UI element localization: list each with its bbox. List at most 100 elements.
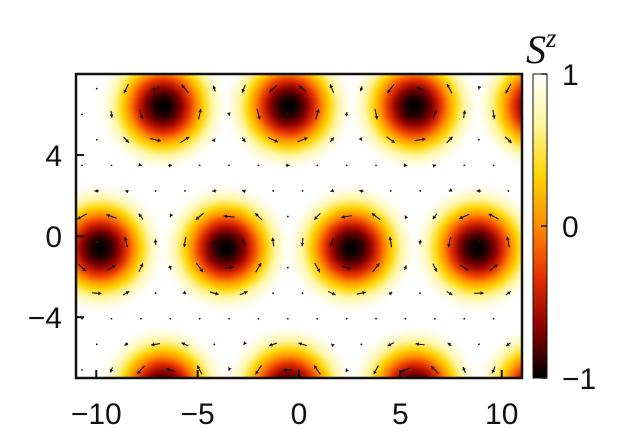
spin-arrow — [387, 342, 395, 347]
spin-arrow — [297, 137, 308, 143]
spin-arrow — [125, 190, 129, 194]
spin-arrow — [345, 368, 350, 373]
spin-arrow — [477, 85, 482, 90]
spin-arrow — [196, 365, 203, 375]
spin-arrow — [446, 290, 453, 296]
spin-arrow — [241, 237, 246, 247]
spin-arrow — [345, 317, 348, 320]
spin-arrow — [448, 188, 453, 192]
spin-arrow — [387, 83, 395, 94]
spin-arrow — [180, 136, 190, 144]
spin-arrow — [415, 86, 425, 91]
spin-arrow — [300, 238, 305, 247]
spin-arrow — [150, 138, 162, 143]
spin-arrow — [123, 136, 130, 144]
spin-arrow — [257, 164, 260, 167]
colorbar-tick-label: 1 — [562, 59, 579, 92]
spin-arrow — [77, 263, 87, 272]
spin-arrow — [345, 164, 348, 167]
spin-arrow — [462, 366, 466, 374]
spin-arrow — [447, 236, 452, 248]
spin-arrow — [432, 109, 438, 119]
spin-arrow — [505, 83, 512, 94]
spin-arrow — [242, 341, 247, 346]
spin-arrow — [330, 343, 335, 348]
spin-arrow — [360, 343, 363, 346]
spin-arrow — [168, 163, 173, 168]
spin-arrow — [228, 317, 230, 320]
spin-arrow — [301, 292, 304, 295]
colorbar: Sz 1 0 −1 — [526, 23, 596, 396]
spin-arrow — [505, 291, 512, 296]
spin-arrow — [123, 83, 129, 94]
spin-arrow — [151, 86, 160, 91]
spin-arrow — [182, 290, 187, 295]
spin-arrow — [110, 164, 113, 167]
spin-arrow — [106, 213, 117, 219]
colorbar-tick-label: 0 — [562, 211, 579, 244]
spin-arrow — [329, 237, 334, 247]
spin-arrow — [154, 292, 157, 295]
spin-arrow — [269, 84, 278, 93]
spin-arrow — [507, 190, 510, 192]
spin-arrow — [415, 342, 425, 347]
spin-arrow — [167, 112, 173, 117]
spin-arrow — [356, 291, 366, 295]
spin-arrow — [138, 162, 142, 167]
spin-arrow — [95, 138, 98, 141]
spin-arrow — [388, 236, 393, 248]
spin-arrow — [81, 317, 83, 320]
spin-arrow — [375, 164, 377, 167]
spin-arrow — [286, 266, 289, 269]
spin-arrow — [109, 367, 114, 373]
x-tick-label: 10 — [485, 398, 518, 431]
spin-arrow — [488, 213, 499, 220]
spin-arrow — [138, 109, 144, 120]
spin-arrow — [227, 367, 232, 371]
spin-arrow — [285, 112, 290, 116]
spin-arrow — [359, 189, 364, 193]
spin-arrow — [241, 137, 246, 143]
spin-arrow — [212, 85, 217, 92]
spin-arrow — [419, 292, 422, 295]
spin-arrow — [414, 137, 426, 142]
spin-arrow — [403, 265, 407, 271]
y-tick-label: 0 — [45, 221, 62, 254]
spin-arrow — [403, 111, 408, 117]
spin-arrow — [341, 214, 353, 219]
spin-arrow — [169, 213, 174, 218]
x-tick-label: −5 — [181, 398, 215, 431]
spin-arrow — [463, 317, 466, 320]
spin-arrow — [109, 110, 114, 118]
spin-arrow — [446, 136, 453, 144]
spin-arrow — [432, 213, 438, 220]
spin-arrow — [124, 342, 129, 347]
colorbar-title: Sz — [526, 23, 557, 72]
spin-arrow — [213, 343, 216, 346]
spin-arrow — [182, 236, 187, 248]
spin-arrow — [110, 317, 113, 320]
spin-arrow — [226, 112, 231, 116]
sz-heatmap — [76, 74, 522, 378]
spin-arrow — [123, 236, 128, 248]
spin-arrow — [315, 108, 320, 120]
spin-arrow — [107, 264, 116, 271]
spin-arrow — [458, 213, 470, 220]
spin-arrow — [419, 190, 422, 192]
spin-arrow — [463, 164, 466, 167]
spin-arrow — [122, 290, 130, 296]
spin-arrow — [241, 189, 246, 194]
spin-arrow — [478, 343, 480, 346]
spin-arrow — [432, 164, 437, 168]
spin-arrow — [211, 138, 216, 143]
spin-arrow — [212, 188, 217, 193]
spin-arrow — [228, 164, 230, 167]
spin-arrow — [314, 262, 321, 273]
spin-arrow — [197, 108, 202, 120]
spin-arrow — [447, 342, 452, 347]
spin-arrow — [298, 85, 307, 93]
spin-arrow — [477, 240, 481, 245]
spin-arrow — [224, 265, 234, 270]
spin-arrow — [400, 367, 410, 373]
spin-arrow — [432, 263, 438, 272]
